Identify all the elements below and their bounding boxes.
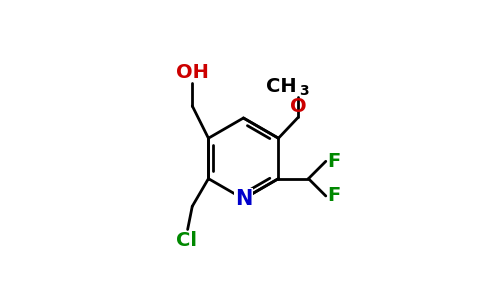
Text: 3: 3 bbox=[299, 85, 308, 98]
Text: O: O bbox=[290, 97, 306, 116]
Text: N: N bbox=[235, 189, 252, 209]
Text: CH: CH bbox=[266, 77, 297, 96]
Text: Cl: Cl bbox=[176, 231, 197, 250]
Text: F: F bbox=[327, 187, 340, 206]
Text: F: F bbox=[327, 152, 340, 171]
Text: OH: OH bbox=[176, 63, 209, 82]
